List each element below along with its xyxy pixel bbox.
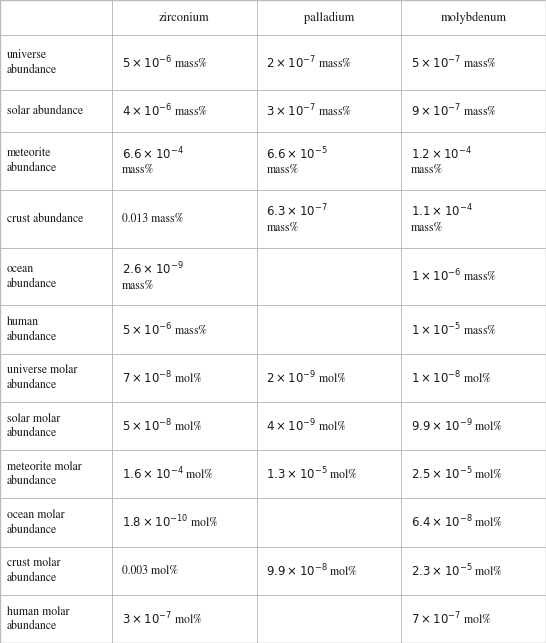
Text: $2.3\times10^{-5}$ mol%: $2.3\times10^{-5}$ mol% [411,563,503,579]
Text: $6.4\times10^{-8}$ mol%: $6.4\times10^{-8}$ mol% [411,514,503,530]
Text: $9.9\times10^{-9}$ mol%: $9.9\times10^{-9}$ mol% [411,418,503,434]
Text: $5\times10^{-8}$ mol%: $5\times10^{-8}$ mol% [122,418,203,434]
Text: molybdenum: molybdenum [441,12,507,24]
Text: $4\times10^{-9}$ mol%: $4\times10^{-9}$ mol% [266,418,347,434]
Text: $1\times10^{-8}$ mol%: $1\times10^{-8}$ mol% [411,370,492,386]
Text: universe
abundance: universe abundance [7,50,57,76]
Text: $1.1\times10^{-4}$
mass%: $1.1\times10^{-4}$ mass% [411,203,473,234]
Text: $7\times10^{-7}$ mol%: $7\times10^{-7}$ mol% [411,611,492,627]
Text: $4\times10^{-6}$ mass%: $4\times10^{-6}$ mass% [122,103,208,119]
Text: human molar
abundance: human molar abundance [7,606,69,632]
Text: $6.6\times10^{-5}$
mass%: $6.6\times10^{-5}$ mass% [266,145,328,176]
Text: $2.6\times10^{-9}$
mass%: $2.6\times10^{-9}$ mass% [122,261,183,292]
Text: ocean
abundance: ocean abundance [7,264,57,289]
Text: $1\times10^{-5}$ mass%: $1\times10^{-5}$ mass% [411,322,497,338]
Text: 0.003 mol%: 0.003 mol% [122,565,178,577]
Text: ocean molar
abundance: ocean molar abundance [7,509,64,536]
Text: crust molar
abundance: crust molar abundance [7,557,60,584]
Text: $2\times10^{-9}$ mol%: $2\times10^{-9}$ mol% [266,370,347,386]
Text: $6.3\times10^{-7}$
mass%: $6.3\times10^{-7}$ mass% [266,203,328,234]
Text: $5\times10^{-7}$ mass%: $5\times10^{-7}$ mass% [411,55,497,71]
Text: crust abundance: crust abundance [7,213,83,224]
Text: meteorite molar
abundance: meteorite molar abundance [7,461,81,487]
Text: $1\times10^{-6}$ mass%: $1\times10^{-6}$ mass% [411,268,497,285]
Text: $1.3\times10^{-5}$ mol%: $1.3\times10^{-5}$ mol% [266,466,359,482]
Text: $5\times10^{-6}$ mass%: $5\times10^{-6}$ mass% [122,55,208,71]
Text: $9\times10^{-7}$ mass%: $9\times10^{-7}$ mass% [411,103,497,119]
Text: 0.013 mass%: 0.013 mass% [122,213,183,224]
Text: universe molar
abundance: universe molar abundance [7,365,77,391]
Text: $2.5\times10^{-5}$ mol%: $2.5\times10^{-5}$ mol% [411,466,503,482]
Text: zirconium: zirconium [159,12,210,24]
Text: $3\times10^{-7}$ mass%: $3\times10^{-7}$ mass% [266,103,353,119]
Text: $1.8\times10^{-10}$ mol%: $1.8\times10^{-10}$ mol% [122,514,218,530]
Text: meteorite
abundance: meteorite abundance [7,148,57,174]
Text: human
abundance: human abundance [7,316,57,343]
Text: $1.2\times10^{-4}$
mass%: $1.2\times10^{-4}$ mass% [411,145,472,176]
Text: $7\times10^{-8}$ mol%: $7\times10^{-8}$ mol% [122,370,203,386]
Text: solar abundance: solar abundance [7,105,82,117]
Text: $2\times10^{-7}$ mass%: $2\times10^{-7}$ mass% [266,55,353,71]
Text: $5\times10^{-6}$ mass%: $5\times10^{-6}$ mass% [122,322,208,338]
Text: $6.6\times10^{-4}$
mass%: $6.6\times10^{-4}$ mass% [122,145,183,176]
Text: $1.6\times10^{-4}$ mol%: $1.6\times10^{-4}$ mol% [122,466,214,482]
Text: palladium: palladium [304,12,354,24]
Text: $3\times10^{-7}$ mol%: $3\times10^{-7}$ mol% [122,611,203,627]
Text: solar molar
abundance: solar molar abundance [7,413,60,439]
Text: $9.9\times10^{-8}$ mol%: $9.9\times10^{-8}$ mol% [266,563,359,579]
